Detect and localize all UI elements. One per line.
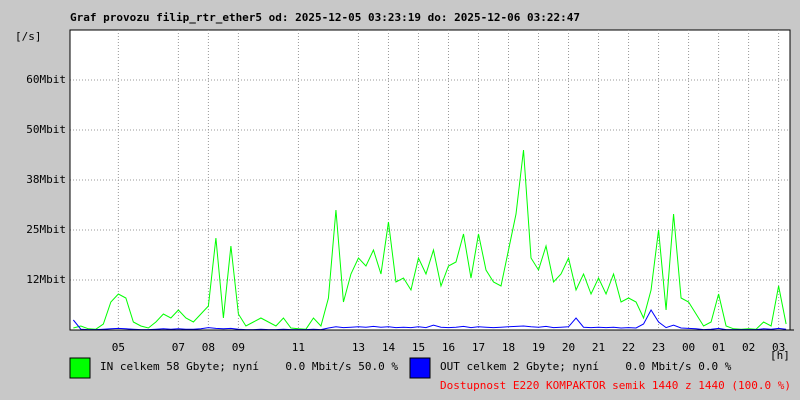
x-unit-label: [h]	[770, 349, 790, 362]
x-tick-label: 21	[592, 341, 605, 354]
series-line	[73, 149, 787, 330]
x-tick-label: 13	[352, 341, 365, 354]
x-tick-label: 16	[442, 341, 455, 354]
x-tick-label: 19	[532, 341, 545, 354]
x-tick-label: 02	[742, 341, 755, 354]
legend-swatch	[409, 357, 431, 379]
y-tick-label: 38Mbit	[26, 173, 66, 186]
x-tick-label: 05	[112, 341, 125, 354]
legend-label: IN celkem 58 Gbyte; nyní 0.0 Mbit/s 50.0…	[100, 360, 398, 373]
x-tick-label: 07	[172, 341, 185, 354]
y-unit-label: [/s]	[15, 30, 42, 43]
x-tick-label: 08	[202, 341, 215, 354]
x-tick-label: 23	[652, 341, 665, 354]
x-tick-label: 00	[682, 341, 695, 354]
y-tick-label: 12Mbit	[26, 273, 66, 286]
x-tick-label: 01	[712, 341, 725, 354]
x-tick-label: 09	[232, 341, 245, 354]
y-tick-label: 50Mbit	[26, 123, 66, 136]
y-tick-label: 60Mbit	[26, 73, 66, 86]
x-tick-label: 17	[472, 341, 485, 354]
x-tick-label: 14	[382, 341, 396, 354]
series-line	[72, 309, 787, 331]
x-tick-label: 15	[412, 341, 425, 354]
annotation: Dostupnost E220 KOMPAKTOR semik 1440 z 1…	[440, 379, 791, 392]
legend-swatch	[69, 357, 91, 379]
y-tick-label: 25Mbit	[26, 223, 66, 236]
chart-title: Graf provozu filip_rtr_ether5 od: 2025-1…	[70, 11, 580, 24]
x-tick-label: 03	[772, 341, 785, 354]
legend-label: OUT celkem 2 Gbyte; nyní 0.0 Mbit/s 0.0 …	[440, 360, 732, 373]
x-tick-label: 18	[502, 341, 515, 354]
x-tick-label: 11	[292, 341, 305, 354]
x-tick-label: 20	[562, 341, 575, 354]
x-tick-label: 22	[622, 341, 635, 354]
